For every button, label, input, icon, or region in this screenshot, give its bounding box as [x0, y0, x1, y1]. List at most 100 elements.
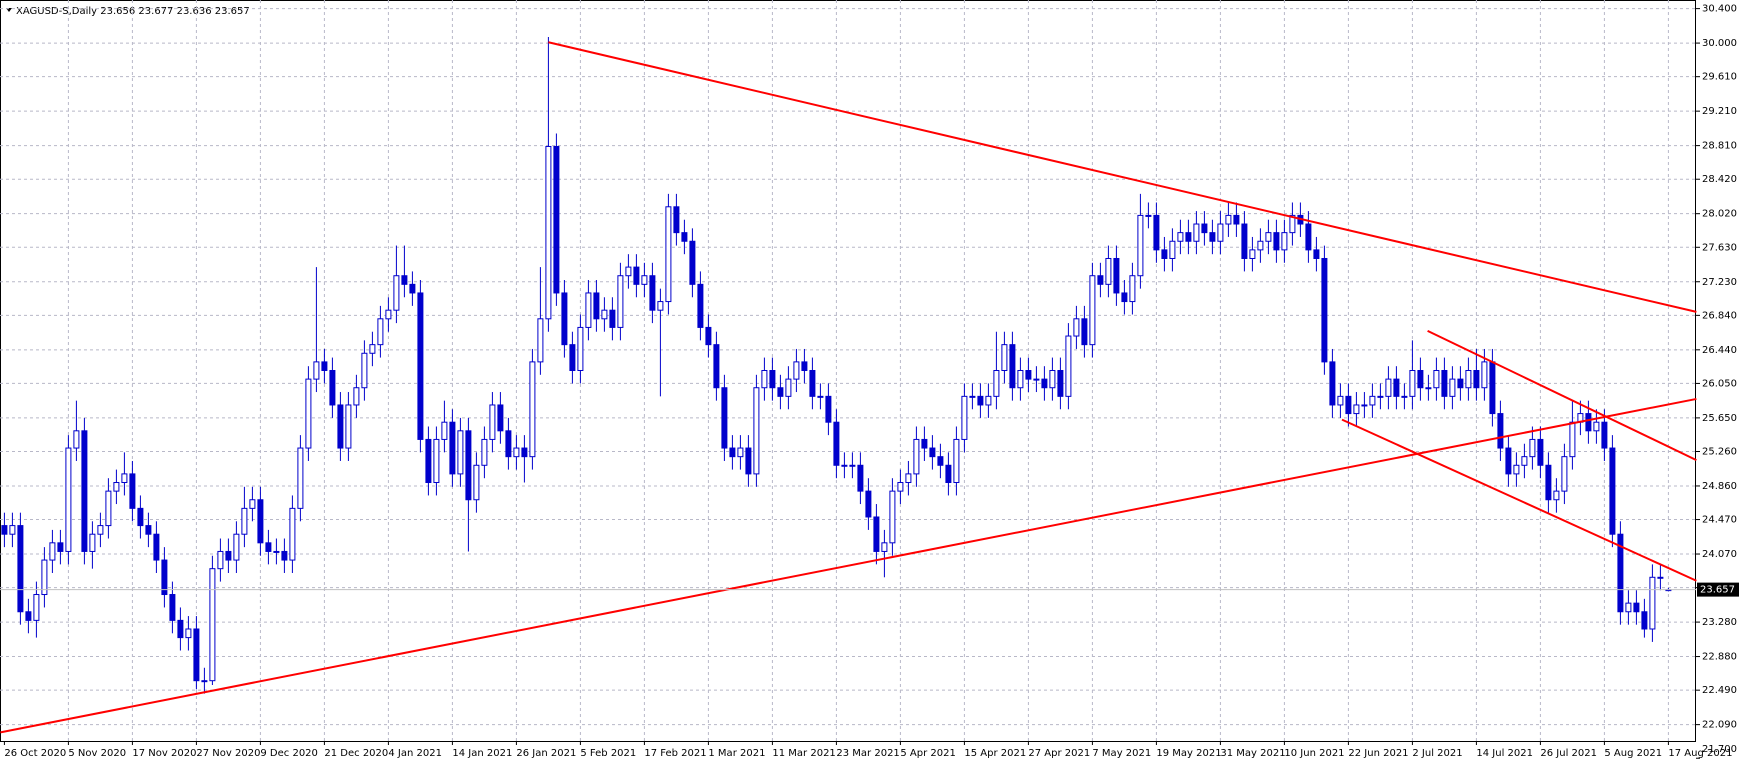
x-tick-label: 14 Jul 2021 [1476, 748, 1533, 759]
candle-body [857, 464, 864, 492]
candle-body [753, 387, 760, 475]
candle-body [905, 473, 912, 484]
candle-body [209, 568, 216, 682]
candle-body [1425, 387, 1432, 390]
candle-body [1345, 395, 1352, 415]
candle-body [401, 275, 408, 285]
candle-body [1417, 370, 1424, 389]
candle-body [1273, 232, 1280, 251]
candle-body [281, 550, 288, 561]
candle-body [977, 395, 984, 406]
candle-body [1041, 378, 1048, 389]
candle-body [273, 550, 280, 553]
candle-body [1153, 214, 1160, 251]
candle-body [697, 283, 704, 328]
x-tick-label: 26 Oct 2020 [4, 748, 66, 759]
candle-body [241, 507, 248, 535]
y-tick-label: 25.260 [1702, 446, 1737, 457]
candle-body [1617, 533, 1624, 613]
x-tick-label: 5 Apr 2021 [900, 748, 955, 759]
candle-body [1521, 456, 1528, 466]
candle-body [217, 550, 224, 570]
candle-body [521, 447, 528, 458]
candle-body [841, 464, 848, 467]
candle-body [1009, 344, 1016, 389]
y-tick-label: 27.630 [1702, 242, 1737, 253]
candle-body [673, 206, 680, 234]
candle-body [1441, 370, 1448, 397]
candle-body [1225, 214, 1232, 225]
candle-body [1089, 275, 1096, 346]
candle-body [129, 473, 136, 509]
candle-body [1113, 257, 1120, 294]
candle-body [1329, 361, 1336, 406]
x-tick-label: 19 May 2021 [1156, 748, 1221, 759]
candle-body [1553, 490, 1560, 501]
candle-body [529, 361, 536, 458]
candle-body [473, 464, 480, 501]
candle-body [1217, 223, 1224, 242]
candle-body [1193, 223, 1200, 242]
x-tick-label: 7 May 2021 [1092, 748, 1151, 759]
candle-body [1377, 395, 1384, 398]
candle-body [9, 525, 16, 535]
candle-body [585, 292, 592, 328]
candle-body [1065, 335, 1072, 397]
candle-body [1657, 576, 1664, 579]
candle-body [89, 533, 96, 552]
x-tick-label: 17 Aug 2021 [1668, 748, 1732, 759]
trend-line [0, 397, 1697, 734]
candle-body [417, 292, 424, 440]
candle-body [1081, 318, 1088, 346]
candle-body [1561, 456, 1568, 492]
candle-body [265, 542, 272, 552]
y-tick-label: 28.420 [1702, 174, 1737, 185]
candle-body [993, 370, 1000, 397]
candle-body [1281, 232, 1288, 251]
x-tick-label: 1 Mar 2021 [708, 748, 765, 759]
candle-body [257, 499, 264, 544]
candle-body [393, 275, 400, 311]
candle-body [161, 559, 168, 596]
candle-body [1073, 318, 1080, 337]
candle-body [1137, 214, 1144, 277]
candle-body [1585, 413, 1592, 432]
y-tick-label: 24.070 [1702, 549, 1737, 560]
price-label: 23.657 [1700, 585, 1735, 596]
candle-body [513, 447, 520, 458]
candle-body [73, 430, 80, 449]
candle-body [1129, 275, 1136, 303]
candle-body [1353, 404, 1360, 415]
candle-body [113, 482, 120, 492]
candle-body [873, 516, 880, 552]
candle-body [1241, 223, 1248, 259]
x-tick-label: 9 Dec 2020 [260, 748, 318, 759]
candle-body [961, 395, 968, 440]
candle-body [425, 438, 432, 484]
candle-body [1433, 370, 1440, 389]
candle-body [1369, 395, 1376, 406]
candle-body [1625, 602, 1632, 613]
trend-line [548, 41, 1697, 313]
candle-body [1361, 404, 1368, 407]
candle-body [1321, 257, 1328, 363]
price-label-box [1697, 582, 1739, 597]
candle-body [1097, 275, 1104, 285]
x-tick-label: 15 Apr 2021 [964, 748, 1026, 759]
x-tick-label: 22 Jun 2021 [1348, 748, 1408, 759]
candle-body [1633, 602, 1640, 613]
candle-body [825, 395, 832, 423]
candle-body [1457, 378, 1464, 389]
candle-body [913, 438, 920, 475]
candle-body [369, 344, 376, 354]
candle-body [1289, 214, 1296, 234]
candle-body [505, 430, 512, 458]
candle-body [945, 464, 952, 484]
candle-body [601, 309, 608, 320]
candle-body [617, 275, 624, 328]
candle-body [249, 499, 256, 509]
candle-body [313, 361, 320, 380]
candle-body [1609, 447, 1616, 535]
candle-body [785, 378, 792, 397]
candle-body [177, 619, 184, 639]
